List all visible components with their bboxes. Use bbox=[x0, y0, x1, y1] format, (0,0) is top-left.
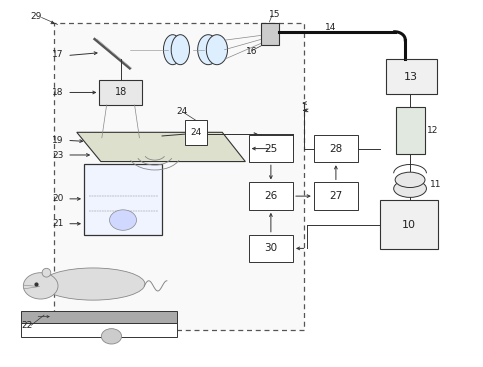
Text: 20: 20 bbox=[52, 195, 64, 203]
Ellipse shape bbox=[42, 268, 51, 277]
Text: 30: 30 bbox=[264, 243, 277, 253]
Circle shape bbox=[110, 210, 137, 230]
Text: 25: 25 bbox=[264, 143, 278, 153]
Bar bbox=[380, 200, 438, 249]
Bar bbox=[314, 182, 358, 210]
Text: 24: 24 bbox=[190, 128, 201, 137]
Ellipse shape bbox=[198, 35, 219, 65]
Circle shape bbox=[23, 273, 58, 299]
Text: 29: 29 bbox=[30, 11, 42, 21]
Text: 17: 17 bbox=[52, 50, 64, 59]
Text: 18: 18 bbox=[114, 87, 127, 98]
Ellipse shape bbox=[206, 35, 227, 65]
Bar bbox=[396, 107, 425, 154]
Ellipse shape bbox=[171, 35, 189, 65]
Bar bbox=[21, 323, 177, 337]
Ellipse shape bbox=[394, 180, 426, 197]
Bar bbox=[99, 80, 142, 105]
Text: 24: 24 bbox=[176, 106, 188, 116]
Text: 13: 13 bbox=[404, 72, 418, 81]
Ellipse shape bbox=[42, 268, 145, 300]
Text: 11: 11 bbox=[430, 180, 442, 189]
Text: 23: 23 bbox=[52, 151, 64, 160]
Polygon shape bbox=[77, 132, 245, 161]
Bar bbox=[249, 135, 293, 162]
Circle shape bbox=[101, 328, 122, 344]
Text: 12: 12 bbox=[427, 126, 438, 135]
Ellipse shape bbox=[163, 35, 182, 65]
Bar bbox=[314, 135, 358, 162]
Text: 15: 15 bbox=[270, 10, 281, 19]
Bar bbox=[84, 164, 162, 235]
Text: 14: 14 bbox=[325, 22, 336, 32]
Bar bbox=[261, 23, 279, 44]
Text: 10: 10 bbox=[402, 219, 415, 230]
Text: 21: 21 bbox=[52, 219, 64, 228]
Bar bbox=[249, 235, 293, 262]
Text: 18: 18 bbox=[52, 88, 64, 97]
Text: 22: 22 bbox=[21, 321, 32, 330]
Bar bbox=[21, 311, 177, 323]
Text: 26: 26 bbox=[264, 191, 278, 201]
Text: 19: 19 bbox=[52, 136, 64, 145]
Text: 28: 28 bbox=[329, 143, 342, 153]
Text: 27: 27 bbox=[329, 191, 342, 201]
Bar bbox=[249, 182, 293, 210]
Bar bbox=[185, 120, 207, 145]
Ellipse shape bbox=[395, 172, 425, 188]
Bar bbox=[386, 59, 437, 94]
Bar bbox=[54, 23, 304, 330]
Text: 16: 16 bbox=[246, 47, 258, 56]
